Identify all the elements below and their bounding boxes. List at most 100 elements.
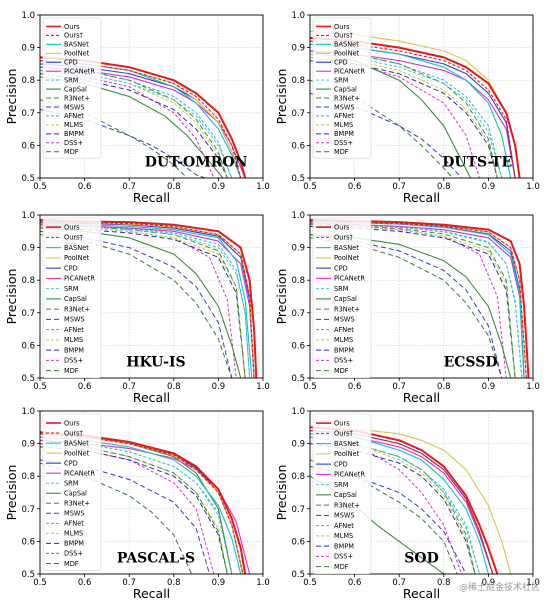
x-tick-label: 0.8 (167, 182, 181, 192)
chart-panel-sod: 0.5 0.6 0.7 0.8 0.9 1.0 0.5 0.6 0.7 0.8 0.9 1.0 Reca… (274, 407, 540, 600)
x-tick-label: 0.9 (482, 578, 496, 588)
legend-label-mlms: MLMS (64, 336, 83, 344)
y-tick-label: 0.9 (21, 244, 35, 254)
legend-label-cpd: CPD (334, 460, 348, 468)
y-tick-label: 0.8 (291, 472, 305, 482)
legend: OursOurs†BASNetPoolNetCPDPiCANetRSRMCapS… (312, 17, 372, 159)
legend-label-poolnet: PoolNet (334, 50, 360, 58)
legend-label-msws: MSWS (64, 510, 85, 518)
chart-panel-dut-omron: 0.5 0.6 0.7 0.8 0.9 1.0 0.5 0.6 0.7 0.8 0.9 1.0 Reca… (4, 11, 270, 205)
x-tick-label: 0.9 (212, 182, 226, 192)
legend-label-basnet: BASNet (64, 41, 89, 49)
x-tick-label: 0.7 (392, 382, 406, 392)
legend-label-afnet: AFNet (334, 112, 354, 120)
series-line-srm (40, 439, 233, 574)
legend-label-poolnet: PoolNet (64, 449, 90, 457)
legend-label-cpd: CPD (64, 459, 78, 467)
legend-label-capsal: CapSal (334, 491, 357, 499)
y-tick-label: 0.8 (291, 276, 305, 286)
y-axis-label: Precision (274, 465, 289, 521)
y-tick-label: 1.0 (291, 211, 305, 221)
x-tick-label: 0.8 (167, 382, 181, 392)
series-line-srm (40, 69, 233, 178)
legend-label-picanetr: PiCANetR (64, 67, 95, 75)
y-tick-label: 0.6 (21, 141, 35, 151)
axes-frame (309, 410, 534, 575)
axes-frame (39, 214, 264, 379)
legend-label-bmpm: BMPM (334, 542, 354, 550)
legend-label-dss-plus: DSS+ (334, 139, 353, 147)
x-axis-label: Recall (133, 390, 170, 405)
x-tick-label: 0.7 (392, 182, 406, 192)
series-line-afnet (310, 50, 503, 178)
legend-label-srm: SRM (64, 76, 79, 84)
y-tick-label: 0.9 (291, 440, 305, 450)
y-tick-label: 0.7 (291, 309, 305, 319)
series-line-dss-plus (310, 224, 507, 378)
legend-label-poolnet: PoolNet (64, 254, 90, 262)
legend-label-capsal: CapSal (334, 85, 357, 93)
y-tick-label: 0.5 (291, 174, 305, 184)
legend-label-ours-dagger: Ours† (64, 32, 84, 40)
axes-frame (309, 14, 534, 179)
y-tick-label: 0.5 (291, 374, 305, 384)
series-line-mdf (310, 79, 454, 178)
y-tick-label: 0.6 (21, 537, 35, 547)
legend-label-poolnet: PoolNet (334, 254, 360, 262)
x-tick-label: 1.0 (526, 578, 540, 588)
y-tick-label: 0.7 (291, 505, 305, 515)
legend-label-r3net-plus: R3Net+ (334, 94, 360, 102)
axes-frame (39, 14, 264, 179)
chart-panel-ecssd: 0.5 0.6 0.7 0.8 0.9 1.0 0.5 0.6 0.7 0.8 0.9 1.0 Reca… (274, 211, 540, 405)
legend-label-afnet: AFNet (334, 326, 354, 334)
legend-label-srm: SRM (64, 480, 79, 488)
dataset-title: HKU-IS (126, 355, 185, 371)
x-tick-label: 0.6 (348, 578, 362, 588)
series-line-msws (310, 92, 463, 178)
legend-label-ours: Ours (334, 419, 350, 427)
legend-label-cpd: CPD (334, 59, 348, 67)
y-tick-label: 0.9 (21, 44, 35, 54)
legend-label-mdf: MDF (334, 563, 349, 571)
y-tick-label: 1.0 (21, 11, 35, 21)
x-axis-label: Recall (133, 190, 170, 205)
x-tick-label: 0.6 (78, 578, 92, 588)
legend: OursOurs†BASNetPoolNetCPDPiCANetRSRMCapS… (312, 217, 372, 379)
x-tick-label: 0.5 (33, 578, 47, 588)
x-tick-label: 0.6 (348, 182, 362, 192)
legend-label-r3net-plus: R3Net+ (64, 500, 90, 508)
legend-label-r3net-plus: R3Net+ (64, 305, 90, 313)
legend-label-r3net-plus: R3Net+ (334, 501, 360, 509)
legend-label-mdf: MDF (64, 148, 79, 156)
y-tick-label: 0.7 (21, 309, 35, 319)
legend-label-mlms: MLMS (64, 530, 83, 538)
x-tick-label: 0.6 (78, 182, 92, 192)
legend-label-ours: Ours (334, 223, 350, 231)
x-axis-label: Recall (403, 586, 440, 600)
x-tick-label: 0.8 (437, 182, 451, 192)
series-line-bmpm (40, 73, 228, 178)
legend-label-mdf: MDF (64, 560, 79, 568)
legend-label-capsal: CapSal (64, 85, 87, 93)
x-tick-label: 0.5 (303, 578, 317, 588)
series-line-mdf (40, 99, 188, 178)
chart-panel-hku-is: 0.5 0.6 0.7 0.8 0.9 1.0 0.5 0.6 0.7 0.8 0.9 1.0 Reca… (4, 211, 270, 405)
legend-label-afnet: AFNet (64, 112, 84, 120)
y-tick-label: 0.5 (21, 174, 35, 184)
y-tick-label: 0.7 (21, 505, 35, 515)
y-tick-label: 0.8 (21, 472, 35, 482)
series-line-msws (40, 459, 210, 574)
legend-label-srm: SRM (334, 76, 349, 84)
y-tick-label: 1.0 (21, 211, 35, 221)
y-tick-label: 0.6 (291, 141, 305, 151)
y-tick-label: 0.9 (291, 44, 305, 54)
legend-label-ours-dagger: Ours† (334, 32, 354, 40)
legend-label-bmpm: BMPM (334, 130, 354, 138)
dataset-title: PASCAL-S (117, 551, 195, 567)
legend: OursOurs†BASNetPoolNetCPDPiCANetRSRMCapS… (312, 413, 372, 575)
y-tick-label: 0.6 (291, 341, 305, 351)
y-tick-label: 1.0 (21, 407, 35, 417)
legend-label-picanetr: PiCANetR (334, 275, 365, 283)
axes-frame (39, 410, 264, 575)
legend-label-ours-dagger: Ours† (64, 234, 84, 242)
